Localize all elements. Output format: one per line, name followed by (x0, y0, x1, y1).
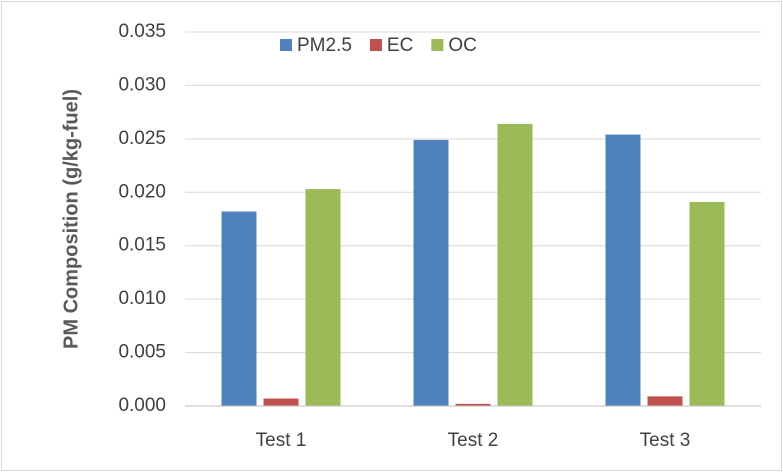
bar (455, 403, 491, 406)
y-tick-label: 0.010 (118, 288, 166, 309)
legend-swatch (280, 39, 292, 51)
x-tick-label: Test 1 (256, 430, 307, 451)
y-tick-label: 0.025 (118, 128, 166, 149)
y-tick-label: 0.035 (118, 21, 166, 42)
legend-label: OC (448, 35, 477, 56)
bar (605, 134, 641, 406)
bar (497, 123, 533, 406)
legend-swatch (369, 39, 382, 51)
bar (263, 398, 299, 406)
y-tick-label: 0.005 (118, 342, 166, 363)
legend-swatch (431, 39, 444, 51)
bar (413, 139, 449, 406)
x-tick-label: Test 3 (640, 430, 691, 451)
bar (305, 189, 341, 406)
y-tick-label: 0.015 (118, 235, 166, 256)
y-tick-label: 0.030 (118, 74, 166, 95)
legend-label: PM2.5 (297, 35, 352, 56)
legend-label: EC (387, 35, 413, 56)
bar (647, 396, 683, 406)
y-axis-title: PM Composition (g/kg-fuel) (60, 89, 82, 349)
y-tick-label: 0.020 (118, 181, 166, 202)
bar (221, 211, 257, 406)
x-tick-label: Test 2 (448, 430, 499, 451)
y-tick-label: 0.000 (118, 395, 166, 416)
bar (689, 201, 725, 406)
